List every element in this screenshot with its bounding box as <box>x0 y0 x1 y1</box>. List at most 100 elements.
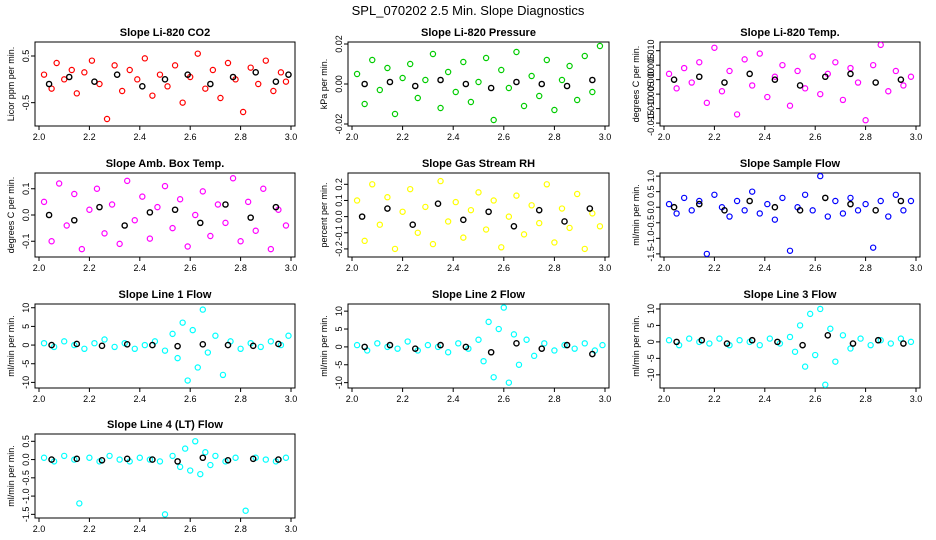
data-point <box>460 58 467 66</box>
panel-title: Slope Line 4 (LT) Flow <box>107 419 223 431</box>
data-point <box>839 210 847 217</box>
y-tick-label: 0.1 <box>334 194 344 207</box>
data-point <box>48 238 55 245</box>
data-point <box>779 194 786 202</box>
data-point <box>214 201 222 208</box>
x-tick-label: 3.0 <box>599 394 612 404</box>
panel-slope-amb-box-temp: Slope Amb. Box Temp. 2.0 2.2 2.4 2.6 2.8 3.0 0.… <box>6 158 297 273</box>
data-point <box>285 332 292 339</box>
data-point <box>386 78 394 86</box>
panel-slope-line-1-flow: Slope Line 1 Flow 2.0 2.2 2.4 2.6 2.8 3.0 10 5 0 -… <box>6 289 297 404</box>
data-point <box>252 227 259 234</box>
data-point <box>113 71 121 78</box>
data-point <box>237 345 244 352</box>
data-point <box>209 66 217 74</box>
data-point <box>877 197 884 205</box>
panel-slope-gas-stream-rh: Slope Gas Stream RH 2.0 2.2 2.4 2.6 2.8 3.0 0.2… <box>319 158 611 273</box>
data-point <box>877 41 884 49</box>
data-point <box>874 336 882 344</box>
data-point <box>796 207 804 214</box>
data-point <box>192 438 199 445</box>
data-point <box>500 304 507 311</box>
data-point <box>528 202 535 209</box>
data-point <box>475 189 482 196</box>
data-point <box>275 456 282 463</box>
x-tick-label: 3.0 <box>910 132 923 142</box>
data-point <box>746 197 753 205</box>
x-tick-label: 2.4 <box>134 394 147 404</box>
data-point <box>422 203 429 211</box>
y-tick-label: -0.1 <box>334 225 344 241</box>
data-point <box>194 364 201 371</box>
data-point <box>194 50 201 57</box>
data-point <box>174 354 181 362</box>
data-point <box>224 456 232 464</box>
data-point <box>505 379 513 386</box>
data-point <box>786 247 794 254</box>
data-point <box>558 76 566 84</box>
x-tick-label: 2.8 <box>234 132 247 142</box>
data-point <box>73 90 81 97</box>
data-point <box>869 244 877 251</box>
data-point <box>222 219 229 227</box>
data-point <box>821 194 829 202</box>
data-point <box>885 213 892 220</box>
x-tick-label: 2.2 <box>83 132 96 142</box>
x-tick-label: 2.0 <box>33 524 46 534</box>
data-point <box>169 224 176 232</box>
x-tick-label: 2.6 <box>184 524 197 534</box>
data-point <box>806 310 814 318</box>
data-point <box>485 318 492 326</box>
data-point <box>452 198 459 206</box>
data-point <box>123 455 131 463</box>
x-tick-label: 2.4 <box>134 132 147 142</box>
data-point <box>558 205 566 212</box>
series-fit <box>358 200 594 230</box>
data-point <box>839 332 847 339</box>
data-point <box>566 224 573 232</box>
x-tick-label: 2.8 <box>548 263 561 273</box>
data-point <box>670 76 678 83</box>
plot-frame <box>34 172 296 258</box>
data-point <box>862 117 869 124</box>
data-point <box>771 76 779 83</box>
data-point <box>822 381 829 388</box>
data-point <box>179 99 186 106</box>
data-point <box>487 84 495 92</box>
data-point <box>53 59 60 67</box>
panel-slope-li-820-temp: Slope Li-820 Temp. 2.0 2.2 2.4 2.6 2.8 3.0 0.01… <box>631 27 922 142</box>
plot-frame <box>34 41 296 127</box>
x-tick-label: 2.4 <box>447 394 460 404</box>
y-tick-label: 0.000 <box>646 68 656 91</box>
data-point <box>384 194 391 201</box>
data-point <box>411 82 419 90</box>
data-point <box>877 337 884 344</box>
data-point <box>799 341 806 349</box>
x-tick-label: 2.8 <box>234 524 247 534</box>
data-point <box>111 343 118 351</box>
data-point <box>154 203 161 211</box>
y-tick-label: 0 <box>646 339 656 344</box>
y-tick-label: 0 <box>21 343 31 348</box>
data-point <box>741 56 748 63</box>
plot-frame <box>347 172 610 258</box>
data-point <box>270 87 277 95</box>
data-point <box>801 191 809 198</box>
y-tick-label: 0.2 <box>334 178 344 191</box>
data-point <box>485 208 492 216</box>
data-point <box>399 74 406 82</box>
panel-grid: Slope Li-820 CO2 2.0 2.2 2.4 2.6 2.8 3.0 0.5 -0.… <box>6 27 922 534</box>
x-tick-label: 2.8 <box>859 263 872 273</box>
data-point <box>65 73 73 81</box>
panel-title: Slope Line 2 Flow <box>432 289 525 301</box>
data-point <box>40 198 48 206</box>
plot-frame <box>659 41 921 127</box>
data-point <box>900 340 907 347</box>
data-point <box>467 206 475 214</box>
data-point <box>791 348 799 355</box>
data-point <box>272 78 280 85</box>
data-point <box>847 194 854 202</box>
data-point <box>404 338 411 345</box>
data-point <box>736 337 743 344</box>
data-point <box>361 237 368 245</box>
